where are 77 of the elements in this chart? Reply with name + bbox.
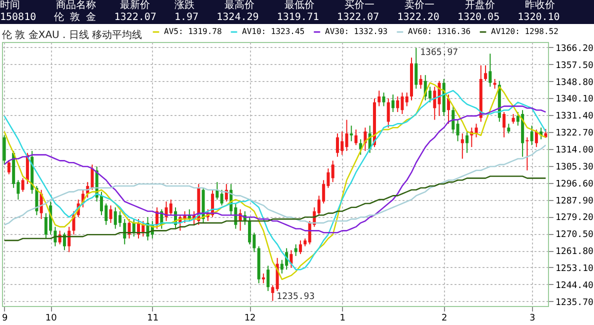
legend-label: AV10: 1323.45 [242, 27, 305, 36]
legend-label: AV5: 1319.78 [164, 27, 222, 36]
candlestick [354, 129, 358, 146]
candlestick [21, 178, 24, 192]
candlestick [54, 226, 57, 247]
candlestick [405, 92, 408, 107]
candlestick [488, 53, 492, 88]
x-tick-label: 9 [2, 314, 8, 324]
candlestick [502, 112, 506, 138]
y-tick-label: 1348.80 [556, 78, 594, 88]
candlestick [294, 244, 298, 256]
candlestick [262, 273, 265, 284]
candlestick [526, 136, 529, 171]
y-tick-label: 1305.30 [556, 162, 594, 172]
text: 150810 伦 敦 金 1322.07 1.97 1324.29 1319.71 1322.07 1322.20 1320.05 1320.10 [0, 12, 561, 24]
y-tick-label: 1357.50 [556, 60, 594, 71]
candlestick [396, 96, 400, 113]
candlestick [507, 123, 510, 134]
x-tick-label: 2 [442, 314, 448, 324]
legend-label: AV60: 1316.36 [408, 27, 471, 36]
candlestick [378, 90, 381, 107]
candlestick [220, 189, 224, 206]
y-tick-label: 1279.20 [556, 213, 594, 224]
candlestick [386, 98, 390, 128]
candlestick [534, 129, 538, 148]
candlestick [271, 284, 274, 302]
candlestick [382, 92, 386, 107]
annotation: 1365.97 [420, 48, 458, 58]
y-tick-label: 1244.40 [556, 280, 594, 291]
x-tick-label: 1 [340, 314, 346, 324]
y-tick-label: 1261.80 [556, 247, 594, 258]
y-tick-label: 1253.10 [556, 264, 594, 274]
candlestick [7, 160, 10, 175]
candlestick [2, 134, 6, 166]
y-tick-label: 1331.40 [556, 112, 594, 122]
candlestick [419, 74, 422, 90]
legend-label: AV120: 1298.52 [491, 27, 559, 36]
y-tick-label: 1322.70 [556, 128, 594, 139]
candlestick [290, 250, 293, 268]
candlestick [359, 138, 362, 156]
candlestick [433, 86, 436, 120]
candlestick [169, 199, 172, 216]
candlestick [493, 78, 496, 90]
candlestick [298, 240, 302, 255]
candlestick [350, 125, 353, 142]
y-tick-label: 1366.20 [556, 44, 594, 54]
candlestick [466, 130, 469, 154]
candlestick [266, 265, 270, 292]
y-tick-label: 1287.90 [556, 196, 594, 206]
candlestick [414, 47, 418, 90]
candlestick [484, 64, 488, 82]
y-tick-label: 1270.50 [556, 230, 594, 240]
candlestick [391, 94, 394, 113]
x-tick-label: 11 [147, 314, 159, 324]
legend-label: AV30: 1332.93 [325, 27, 388, 36]
y-tick-label: 1340.10 [556, 94, 594, 105]
candlestick [62, 232, 66, 251]
y-tick-label: 1296.60 [556, 179, 594, 190]
candlestick [118, 210, 122, 228]
x-tick-label: 3 [529, 314, 536, 324]
x-tick-label: 12 [244, 314, 256, 324]
candlestick [474, 123, 478, 138]
candlestick [109, 204, 112, 224]
chart-title: 伦 敦 金XAU . 日线 移动平均线 [2, 29, 142, 41]
annotation: 1235.93 [276, 292, 315, 302]
candlestick [58, 230, 62, 245]
candlestick [248, 216, 252, 245]
y-tick-label: 1235.70 [556, 298, 594, 308]
candlestick [512, 113, 515, 124]
candlestick [68, 226, 71, 253]
candlestick [456, 119, 460, 142]
candlestick [331, 160, 334, 183]
x-tick-label: 10 [45, 314, 58, 324]
candlestick [452, 106, 455, 134]
y-tick-label: 1314.00 [556, 146, 594, 156]
candlestick [123, 218, 126, 245]
candlestick [530, 125, 534, 146]
